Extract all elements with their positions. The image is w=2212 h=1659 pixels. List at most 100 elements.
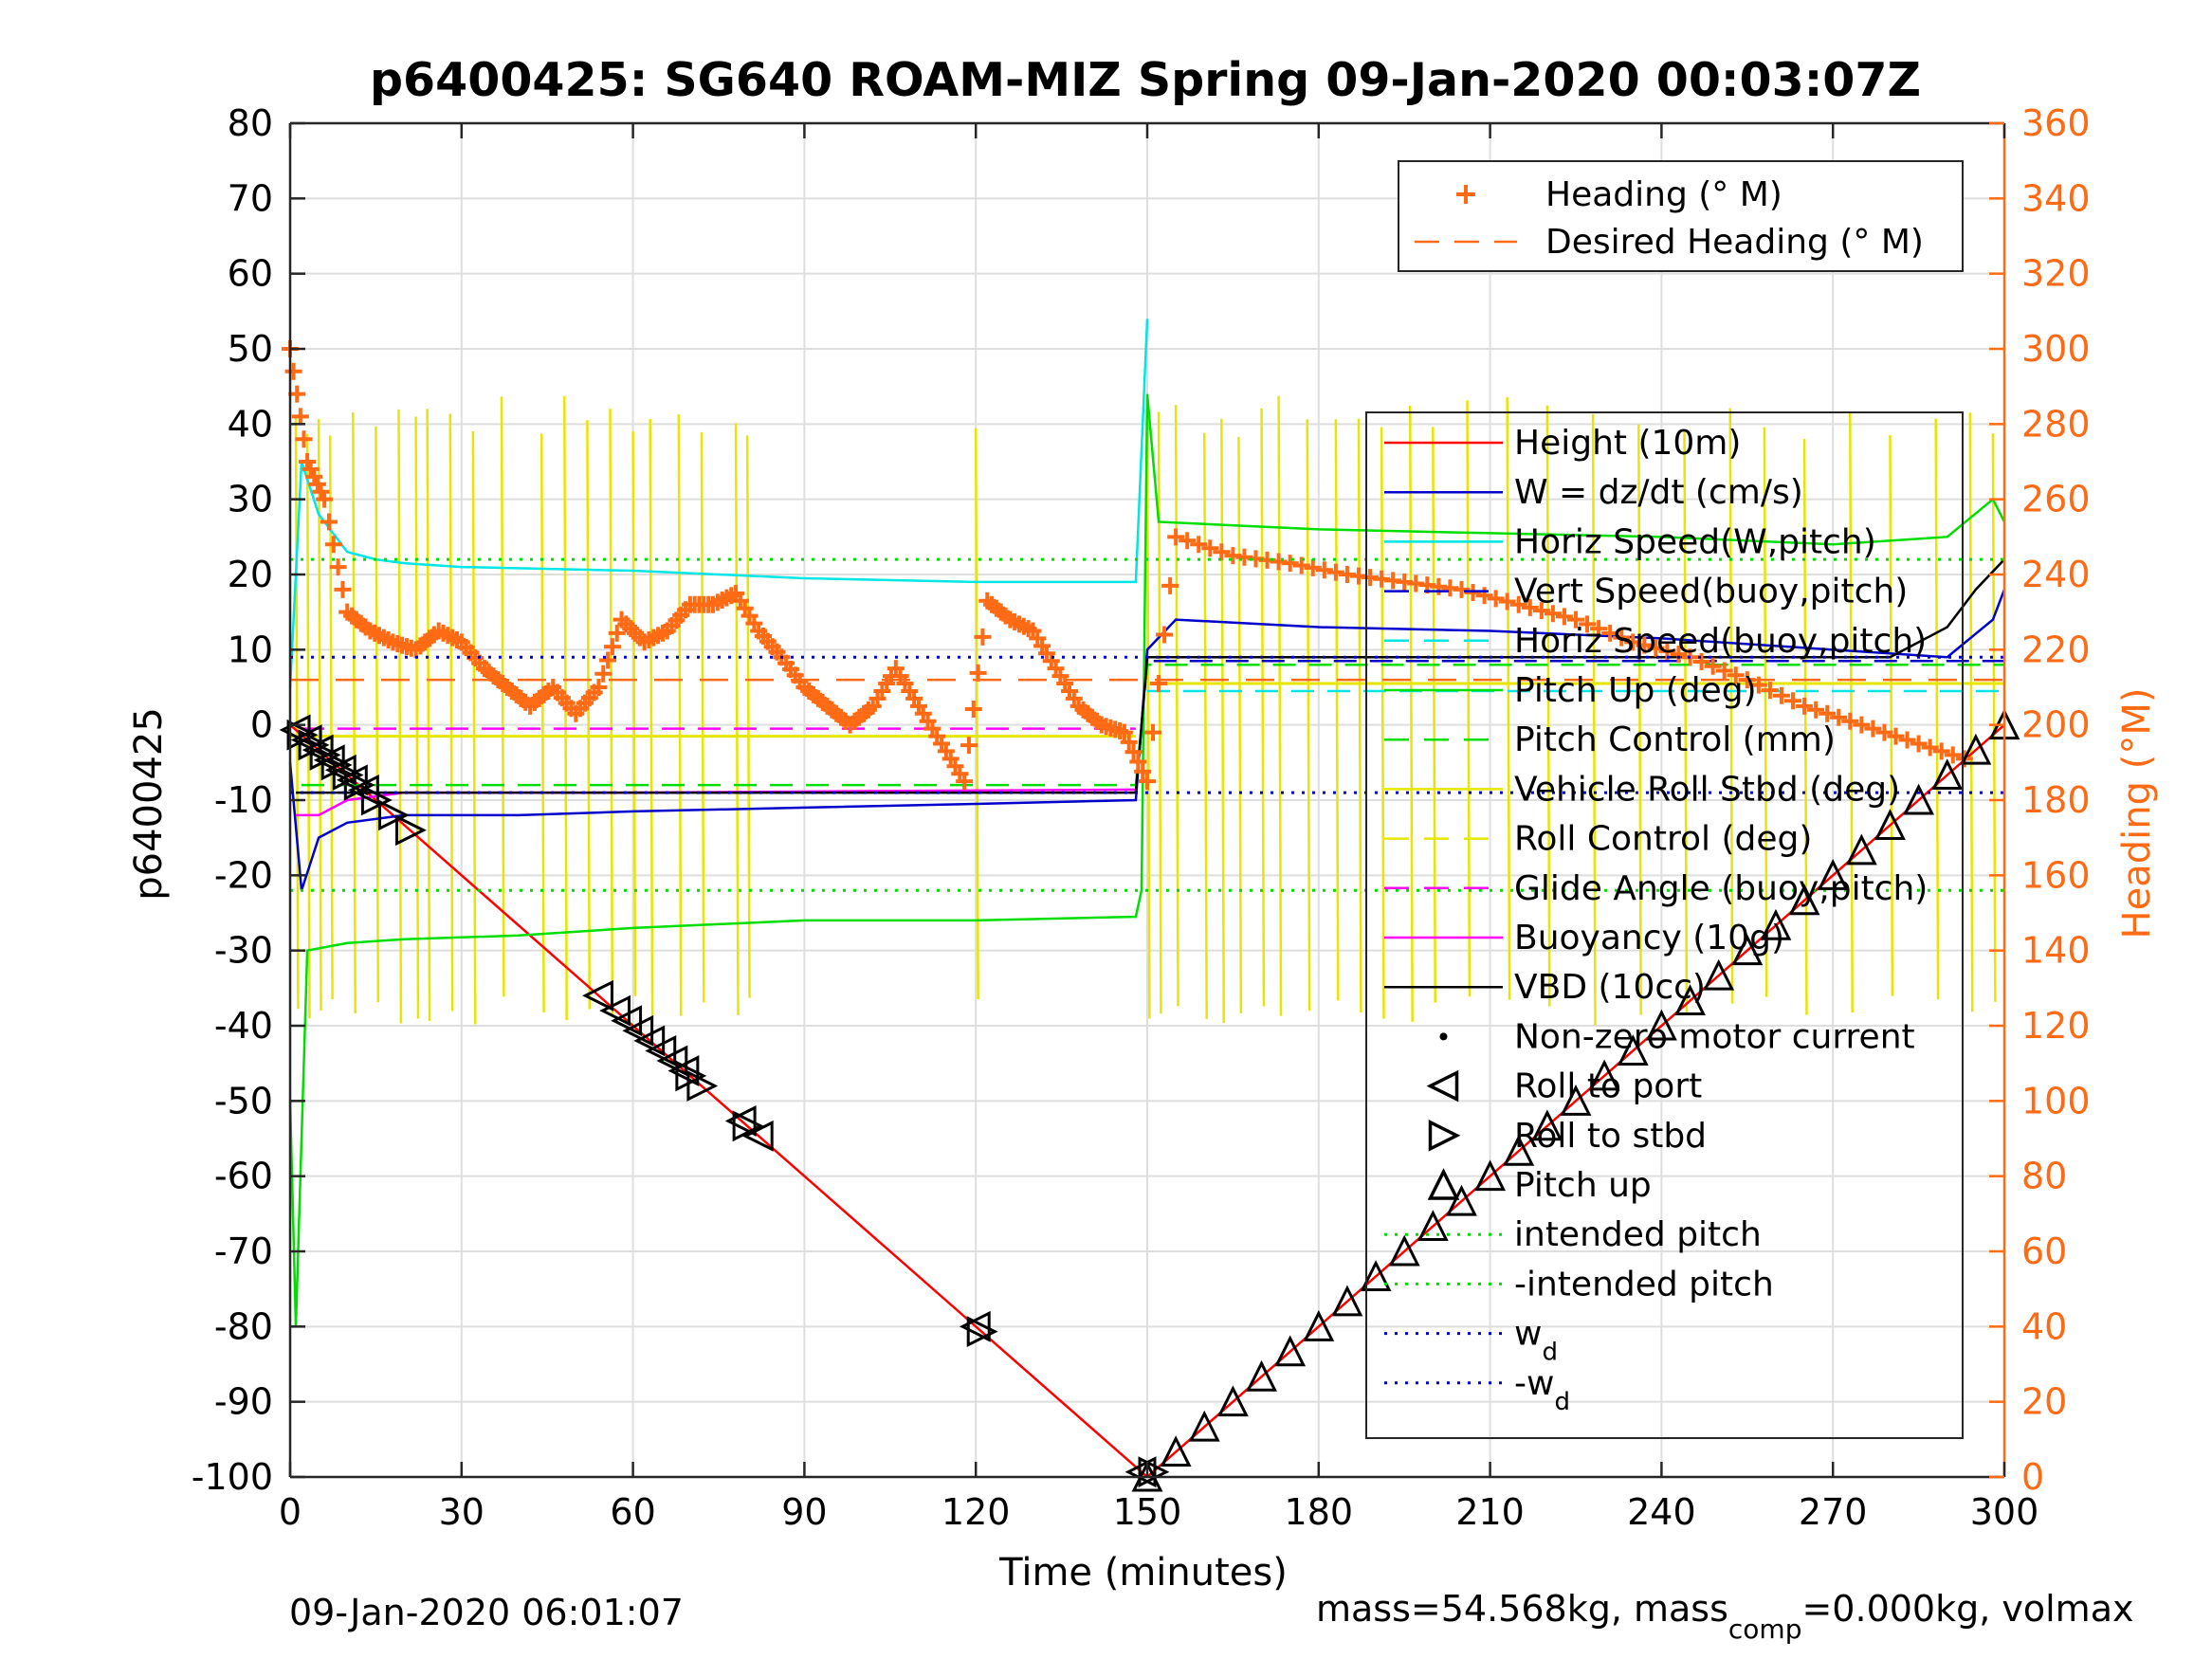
roll-to-port-marker (336, 764, 368, 796)
roll-noise-spike (1203, 432, 1208, 1019)
x-tick-label: 210 (1455, 1491, 1525, 1533)
pitch-up-marker (1216, 1385, 1249, 1417)
roll-to-stbd-marker (320, 749, 353, 781)
axes: 0 30 60 90 120 150 180 210 240 270 300807060504030… (192, 102, 2091, 1533)
legend-heading-label: Desired Heading (° M) (1545, 223, 1924, 262)
legend-label-text: Roll to stbd (1514, 1117, 1707, 1156)
roll-noise-spike (375, 426, 380, 1003)
heading-point (1281, 555, 1299, 573)
heading-point (295, 430, 313, 448)
heading-point (1201, 539, 1219, 557)
heading-point (1715, 662, 1733, 680)
legend-label-text: Pitch Control (mm) (1514, 720, 1836, 759)
heading-point (316, 490, 334, 508)
heading-point (1807, 701, 1825, 719)
y-tick-label-right: 220 (2021, 629, 2091, 670)
heading-point (1567, 611, 1584, 629)
series-pitch-control-mm (302, 663, 2004, 787)
roll-noise-spike (1408, 405, 1414, 1022)
heading-point (1761, 682, 1779, 700)
y-tick-label: -80 (214, 1305, 273, 1347)
heading-point (284, 362, 302, 380)
pitch-up-marker (1703, 958, 1735, 991)
heading-point (1144, 723, 1162, 741)
roll-to-stbd-marker (675, 1060, 707, 1092)
x-tick-label: 270 (1799, 1491, 1868, 1533)
legend-main-label: Pitch up (1514, 1166, 1652, 1205)
roll-noise-spike (1220, 418, 1226, 1024)
legend-sample (1456, 185, 1475, 204)
roll-noise-spike (609, 409, 614, 1018)
roll-to-stbd-marker (286, 719, 319, 751)
pitch-up-marker (1731, 934, 1764, 966)
legend-main-label: Glide Angle (buoy,pitch) (1514, 869, 1928, 908)
x-tick-label: 120 (941, 1491, 1011, 1533)
roll-to-stbd-marker (309, 738, 341, 771)
roll-to-port-marker (324, 754, 356, 786)
heading-point (1601, 624, 1619, 642)
legend-main-label: Vert Speed(buoy,pitch) (1514, 573, 1908, 611)
heading-point (1796, 697, 1814, 715)
roll-noise-spike (1380, 427, 1385, 1019)
heading-point (1613, 629, 1631, 647)
legend-label-text: Buoyancy (10g) (1514, 919, 1784, 957)
legend-main-box (1365, 411, 1964, 1439)
heading-point (1487, 590, 1505, 608)
roll-noise-spike (294, 416, 300, 1010)
heading-point (1864, 720, 1882, 738)
heading-point (960, 737, 978, 755)
roll-to-port-marker (611, 1005, 643, 1037)
roll-to-port-marker (741, 1120, 774, 1152)
heading-point (1932, 742, 1950, 760)
y-tick-label: -100 (192, 1456, 273, 1498)
pitch-up-marker (1274, 1335, 1307, 1367)
roll-noise-spike (1728, 408, 1734, 1004)
x-axis-label: Time (minutes) (998, 1551, 1288, 1595)
pitch-up-marker (1503, 1134, 1535, 1166)
roll-noise-spike (1306, 419, 1311, 1012)
y-axis-label-right: Heading (°M) (2115, 688, 2159, 939)
roll-noise-spike (317, 419, 322, 1011)
roll-to-port-marker (599, 994, 631, 1027)
x-tick-label: 0 (279, 1491, 302, 1533)
legend-main-label: intended pitch (1514, 1215, 1762, 1254)
legend-label-text: Pitch up (1514, 1166, 1652, 1205)
roll-to-port-marker (582, 979, 613, 1012)
roll-noise-spike (1174, 405, 1179, 1007)
pitch-up-marker (1588, 1059, 1620, 1091)
roll-noise-spike (1889, 434, 1894, 996)
legend-main-label: W = dz/dt (cm/s) (1514, 473, 1803, 512)
heading-point (324, 536, 342, 554)
y-tick-label: 10 (228, 629, 273, 670)
heading-point (1521, 598, 1539, 616)
heading-point (1167, 528, 1185, 546)
y-tick-label-right: 200 (2021, 704, 2091, 746)
roll-noise-spike (1466, 400, 1472, 997)
y-tick-label-right: 60 (2021, 1231, 2067, 1272)
heading-point (1156, 626, 1174, 644)
pitch-up-marker (1160, 1435, 1192, 1468)
roll-noise-spike (448, 413, 454, 1012)
heading-point (329, 558, 347, 576)
legend-main-label: -wd (1514, 1364, 1570, 1416)
y-tick-label-right: 0 (2021, 1456, 2044, 1498)
legend-label-text: Roll Control (deg) (1514, 820, 1812, 859)
y-tick-label: -30 (214, 930, 273, 972)
legend-label-text: Horiz Speed(buoy,pitch) (1514, 622, 1927, 661)
legend-label-sub: d (1542, 1339, 1558, 1367)
roll-noise-spike (500, 396, 505, 997)
y-tick-label: -60 (214, 1156, 273, 1197)
pitch-up-marker (1303, 1309, 1335, 1341)
roll-to-stbd-marker (395, 814, 427, 847)
pitch-up-marker (1960, 733, 1992, 765)
pitch-up-marker (1188, 1410, 1220, 1442)
y-tick-label-right: 160 (2021, 854, 2091, 896)
roll-to-port-marker (633, 1025, 666, 1057)
roll-noise-spike (1991, 433, 1997, 1002)
pitch-up-marker (1788, 884, 1820, 916)
y-tick-label: -90 (214, 1381, 273, 1423)
pitch-up-marker (1246, 1359, 1277, 1392)
roll-to-stbd-marker (966, 1316, 998, 1348)
y-tick-label: 40 (228, 403, 273, 445)
